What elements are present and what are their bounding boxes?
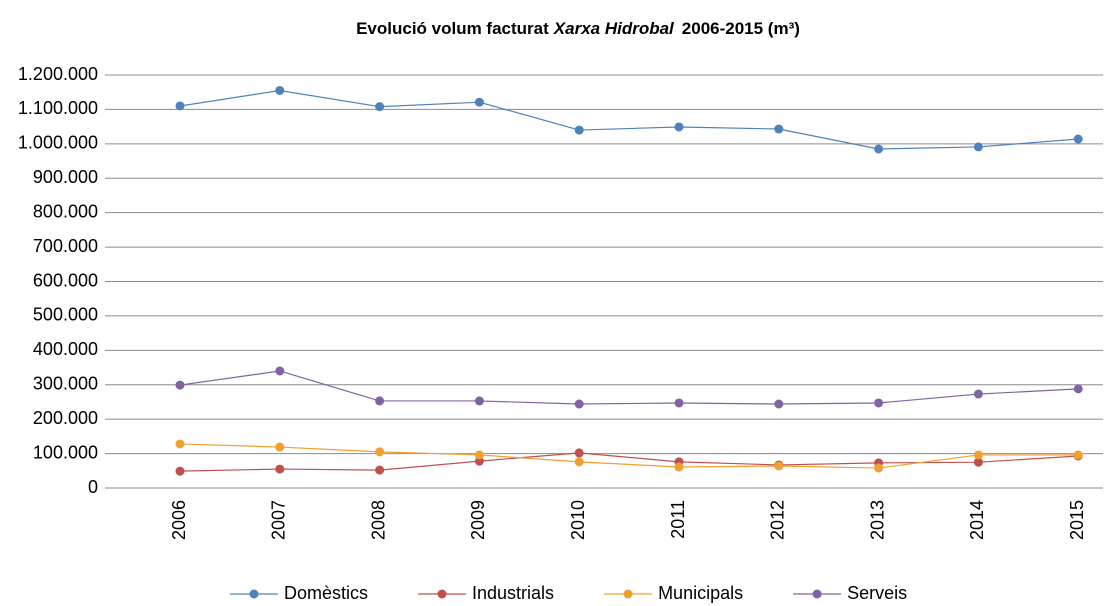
y-tick-label: 0 — [88, 477, 98, 497]
y-tick-label: 400.000 — [33, 339, 98, 359]
data-point — [574, 457, 584, 467]
x-tick-label: 2006 — [169, 500, 189, 540]
series-line — [179, 443, 1079, 469]
data-point — [973, 142, 983, 152]
legend-marker — [623, 589, 633, 599]
data-point — [574, 399, 584, 409]
data-point — [874, 463, 884, 473]
y-tick-label: 700.000 — [33, 236, 98, 256]
y-tick-label: 1.200.000 — [18, 64, 98, 84]
x-tick-label: 2013 — [867, 500, 887, 540]
x-tick-label: 2014 — [967, 500, 987, 540]
data-point — [474, 456, 484, 466]
legend-label: Serveis — [847, 583, 907, 603]
data-point — [574, 125, 584, 135]
data-point — [275, 442, 285, 452]
data-point — [973, 389, 983, 399]
data-point — [375, 102, 385, 112]
data-point — [874, 398, 884, 408]
x-tick-label: 2007 — [269, 500, 289, 540]
legend-marker — [812, 589, 822, 599]
legend-label: Industrials — [472, 583, 554, 603]
data-point — [1073, 384, 1083, 394]
y-tick-label: 1.100.000 — [18, 98, 98, 118]
data-point — [774, 461, 784, 471]
data-point — [973, 450, 983, 460]
y-tick-label: 600.000 — [33, 270, 98, 290]
data-point — [774, 124, 784, 134]
x-tick-label: 2015 — [1067, 500, 1087, 540]
data-point — [175, 466, 185, 476]
data-point — [574, 448, 584, 458]
x-tick-label: 2008 — [368, 500, 388, 540]
legend-marker — [249, 589, 259, 599]
data-point — [874, 144, 884, 154]
series-line — [179, 89, 1079, 150]
x-tick-label: 2011 — [668, 500, 688, 539]
y-tick-label: 900.000 — [33, 167, 98, 187]
x-tick-label: 2009 — [468, 500, 488, 540]
y-tick-label: 200.000 — [33, 408, 98, 428]
data-point — [674, 398, 684, 408]
y-tick-label: 300.000 — [33, 374, 98, 394]
data-point — [375, 396, 385, 406]
y-tick-label: 100.000 — [33, 442, 98, 462]
data-point — [275, 366, 285, 376]
y-tick-label: 500.000 — [33, 305, 98, 325]
x-tick-label: 2010 — [568, 500, 588, 540]
legend-label: Domèstics — [284, 583, 368, 603]
chart-title: Evolució volum facturat Xarxa Hidrobal 200… — [356, 19, 800, 38]
y-tick-label: 800.000 — [33, 201, 98, 221]
data-point — [375, 465, 385, 475]
legend-label: Municipals — [658, 583, 743, 603]
series-line — [179, 370, 1079, 405]
data-point — [674, 122, 684, 132]
data-point — [375, 447, 385, 457]
data-point — [175, 439, 185, 449]
data-point — [175, 101, 185, 111]
data-point — [474, 97, 484, 107]
x-tick-label: 2012 — [768, 500, 788, 540]
data-point — [774, 399, 784, 409]
data-point — [1073, 134, 1083, 144]
data-point — [275, 85, 285, 95]
y-tick-label: 1.000.000 — [18, 133, 98, 153]
data-point — [474, 396, 484, 406]
data-point — [275, 464, 285, 474]
data-point — [474, 450, 484, 460]
data-point — [674, 462, 684, 472]
data-point — [175, 380, 185, 390]
data-point — [1073, 450, 1083, 460]
data-point — [973, 457, 983, 467]
series-line — [179, 452, 1079, 472]
legend-marker — [437, 589, 447, 599]
